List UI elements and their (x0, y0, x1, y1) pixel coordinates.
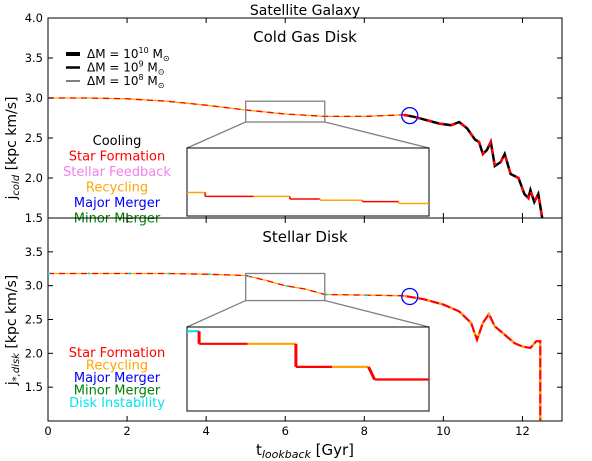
stellar-disk-ytick-label: 2.0 (25, 346, 43, 360)
cold-gas-legend-entry: Major Merger (74, 196, 161, 211)
stellar-disk-zoom-box (245, 272, 326, 302)
x-tick-label: 8 (361, 424, 368, 438)
stellar-disk-inset (186, 326, 430, 412)
cold-gas-marker-circle (401, 106, 419, 125)
stellar-disk-early-track-star-formation (48, 272, 404, 297)
x-axis-label: tlookback [Gyr] (256, 441, 354, 461)
stellar-disk-legend-entry: Minor Merger (74, 384, 161, 399)
stellar-disk-zoom-connector-left (186, 299, 246, 328)
stellar-disk-zoom-connector-right (324, 299, 430, 328)
x-tick-label: 2 (123, 424, 130, 438)
stellar-disk-marker-circle (401, 287, 419, 306)
cold-gas-late-track-star-formation (403, 113, 544, 219)
stellar-disk-late-track-recycling (403, 294, 542, 421)
stellar-disk-title: Stellar Disk (262, 228, 348, 246)
x-tick-label: 0 (44, 424, 51, 438)
cold-gas-zoom-connector-right (324, 121, 430, 149)
cold-gas-ylabel: jcold [kpc km/s] (4, 97, 22, 201)
cold-gas-zoom-connector-left (186, 121, 246, 149)
cold-gas-legend-entry: Stellar Feedback (63, 165, 171, 180)
stellar-disk-early-instability (48, 272, 404, 297)
stellar-disk-legend-entry: Star Formation (69, 346, 165, 361)
cold-gas-inset-frame (186, 147, 430, 217)
cold-gas-early-track-star-formation (48, 97, 404, 118)
cold-gas-ytick-label: 1.5 (25, 211, 43, 225)
mass-legend-label: ΔM = 109 M⊙ (87, 60, 164, 77)
stellar-disk-ytick-label: 1.5 (25, 380, 43, 394)
cold-gas-ytick-label: 3.0 (25, 91, 43, 105)
cold-gas-legend-entry: Star Formation (69, 150, 165, 165)
cold-gas-zoom-box (245, 100, 326, 123)
cold-gas-ytick-label: 2.5 (25, 131, 43, 145)
cold-gas-legend-entry: Minor Merger (74, 212, 161, 227)
x-tick-label: 10 (436, 424, 451, 438)
cold-gas-legend-entry: Recycling (86, 181, 148, 196)
mass-legend-label: ΔM = 108 M⊙ (87, 73, 164, 90)
mass-legend-label: ΔM = 1010 M⊙ (87, 46, 170, 63)
cold-gas-title: Cold Gas Disk (253, 28, 357, 46)
stellar-disk-ytick-label: 3.0 (25, 279, 43, 293)
stellar-disk-legend-entry: Disk Instability (69, 396, 165, 411)
x-tick-label: 4 (202, 424, 209, 438)
stellar-disk-inset-frame (186, 326, 430, 412)
stellar-disk-inset-transition (367, 366, 376, 381)
stellar-disk-early-track-recycling (48, 272, 404, 297)
x-tick-label: 6 (282, 424, 289, 438)
stellar-disk-panel: Stellar Disk 0 2 4 6 8 10 12 1.5 2.0 2.5 3.0 3.5 St… (4, 217, 563, 438)
cold-gas-ytick-label: 4.0 (25, 11, 43, 25)
cold-gas-ytick-label: 2.0 (25, 171, 43, 185)
stellar-disk-ytick-label: 2.5 (25, 313, 43, 327)
suptitle: Satellite Galaxy (250, 3, 360, 19)
stellar-disk-series (48, 272, 542, 421)
stellar-disk-legend-entry: Recycling (86, 359, 148, 374)
cold-gas-inset (186, 147, 430, 217)
cold-gas-legend-entry: Cooling (93, 134, 142, 149)
stellar-disk-ticks: 0 2 4 6 8 10 12 1.5 2.0 2.5 3.0 3.5 (25, 218, 562, 438)
mass-legend: ΔM = 1010 M⊙ΔM = 109 M⊙ΔM = 108 M⊙ (66, 46, 170, 90)
cold-gas-ytick-label: 3.5 (25, 51, 43, 65)
x-tick-label: 12 (515, 424, 530, 438)
cold-gas-panel: Cold Gas Disk 1.5 2.0 2.5 3.0 3.5 4.0 ΔM = 10… (4, 11, 563, 227)
cold-gas-series (48, 97, 544, 219)
stellar-disk-ytick-label: 3.5 (25, 245, 43, 259)
stellar-disk-ylabel: j*,disk [kpc km/s] (4, 275, 22, 386)
stellar-disk-legend-entry: Major Merger (74, 371, 161, 386)
cold-gas-ticks: 1.5 2.0 2.5 3.0 3.5 4.0 (25, 11, 562, 225)
